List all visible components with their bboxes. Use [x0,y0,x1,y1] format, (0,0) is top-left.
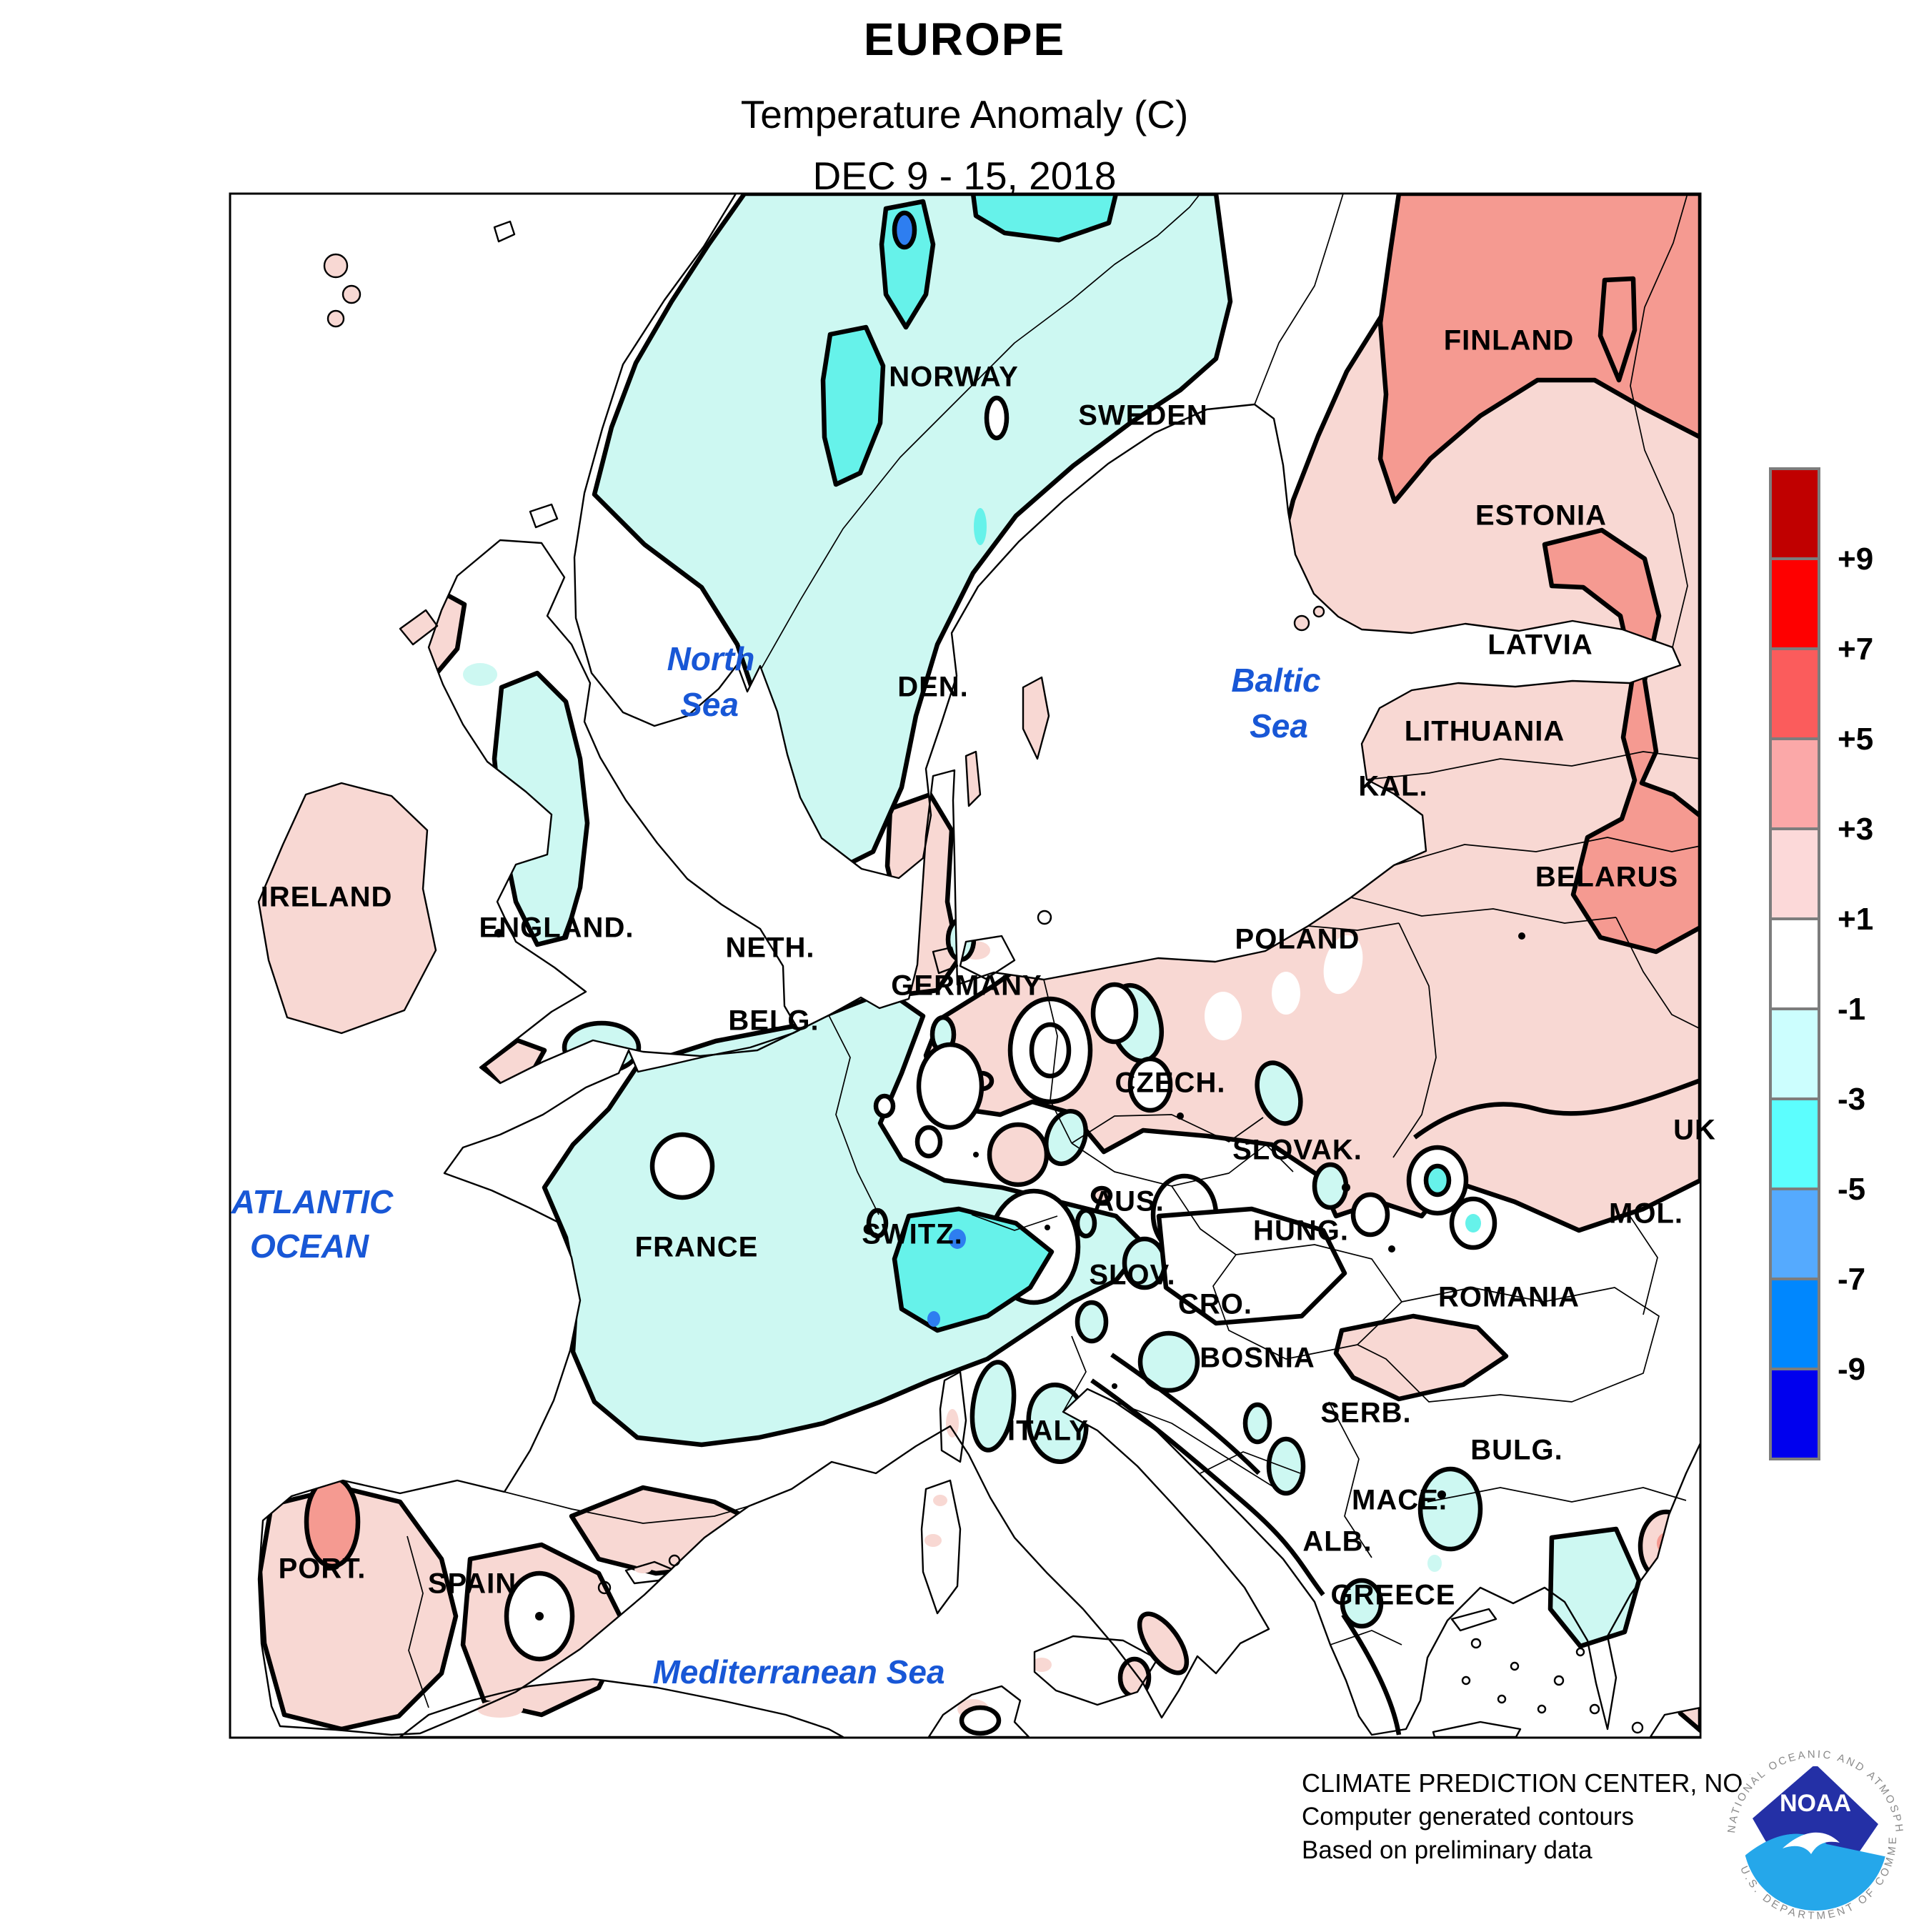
country-label-cro: CRO. [1178,1288,1252,1320]
country-label-ukraine: UK [1673,1114,1716,1146]
country-label-neth: NETH. [725,932,815,964]
country-label-belarus: BELARUS [1535,861,1679,893]
logo-emblem: NOAA [1743,1766,1888,1911]
legend-cell-10 [1769,1368,1820,1460]
country-label-finland: FINLAND [1443,324,1575,357]
legend-cell-9 [1769,1278,1820,1370]
country-label-bulg: BULG. [1470,1434,1563,1466]
country-label-serb: SERB. [1320,1397,1412,1429]
legend-cell-1 [1769,557,1820,650]
country-label-sweden: SWEDEN [1078,399,1208,432]
attribution-method: Computer generated contours [1302,1803,1634,1831]
page-date-range: DEC 9 - 15, 2018 [812,154,1117,198]
legend-label-+1: +1 [1838,902,1874,937]
country-label-estonia: ESTONIA [1475,499,1608,532]
legend-label--1: -1 [1838,992,1866,1027]
country-label-aus: AUS. [1093,1185,1165,1218]
legend-cell-2 [1769,647,1820,740]
logo-gull-icon [1783,1832,1840,1854]
legend-label-+3: +3 [1838,812,1874,847]
sea-label-atlantic-1: ATLANTIC [231,1183,394,1220]
legend-label--3: -3 [1838,1082,1866,1117]
country-label-belg: BELG. [728,1005,819,1037]
point-marks-layer [494,929,1525,1620]
sea-label-baltic-sea-2: Sea [1250,707,1308,745]
legend-label-+9: +9 [1838,542,1874,577]
country-label-england: ENGLAND. [479,912,634,944]
sea-label-north-sea-1: North [667,640,755,677]
country-label-mace: MACE. [1352,1484,1447,1516]
country-label-kal: KAL. [1358,770,1428,802]
map-titles: EUROPE Temperature Anomaly (C) DEC 9 - 1… [0,0,1929,199]
country-label-bosnia: BOSNIA [1200,1342,1315,1374]
country-label-france: FRANCE [634,1231,759,1263]
sea-label-baltic-sea-1: Baltic [1231,662,1321,699]
country-label-port: PORT. [278,1553,367,1585]
page-title: EUROPE [863,14,1066,65]
legend-colorbar [1769,467,1820,1460]
legend-cell-3 [1769,737,1820,830]
country-label-italy: ITALY [1007,1415,1089,1447]
legend-cell-7 [1769,1097,1820,1190]
country-label-hung: HUNG. [1253,1215,1349,1247]
contour-lines-layer [1090,1077,1700,1736]
country-label-lithuania: LITHUANIA [1404,715,1565,747]
country-label-spain: SPAIN [427,1568,517,1600]
country-label-czech: CZECH. [1115,1067,1226,1099]
country-label-ireland: IRELAND [260,881,393,913]
sea-label-atlantic-2: OCEAN [249,1228,369,1265]
country-label-norway: NORWAY [889,361,1019,393]
legend-label-+5: +5 [1838,722,1874,757]
attribution-source: CLIMATE PREDICTION CENTER, NOAA [1302,1768,1778,1798]
page-subtitle: Temperature Anomaly (C) [740,92,1189,136]
country-label-slov: SLOV. [1089,1259,1176,1291]
country-borders-layer [407,194,1700,1708]
country-label-germany: GERMANY [891,970,1042,1002]
legend-cell-6 [1769,1007,1820,1100]
attribution: CLIMATE PREDICTION CENTER, NOAA Computer… [1302,1766,1802,1867]
legend-label--9: -9 [1838,1352,1866,1387]
attribution-note: Based on preliminary data [1302,1836,1592,1864]
legend-label-+7: +7 [1838,632,1874,667]
sea-label-north-sea-2: Sea [680,686,739,723]
country-label-alb: ALB. [1302,1525,1372,1558]
legend-cell-0 [1769,467,1820,560]
country-label-romania: ROMANIA [1437,1281,1580,1313]
country-label-poland: POLAND [1235,923,1360,955]
country-label-greece: GREECE [1330,1579,1456,1611]
legend-cell-4 [1769,827,1820,920]
legend-cell-8 [1769,1187,1820,1280]
country-label-switz: SWITZ. [862,1218,963,1250]
country-label-den: DEN. [897,671,969,703]
legend-label--7: -7 [1838,1262,1866,1297]
sea-label-mediterranean: Mediterranean Sea [652,1653,945,1690]
country-label-mol: MOL. [1609,1197,1683,1230]
legend-cell-5 [1769,917,1820,1010]
country-label-slovak: SLOVAK. [1232,1134,1362,1166]
noaa-logo: NATIONAL OCEANIC AND ATMOSPHERIC ADMINIS… [1724,1747,1907,1930]
logo-noaa-text: NOAA [1780,1790,1851,1817]
legend-label--5: -5 [1838,1172,1866,1207]
country-label-latvia: LATVIA [1487,629,1593,661]
